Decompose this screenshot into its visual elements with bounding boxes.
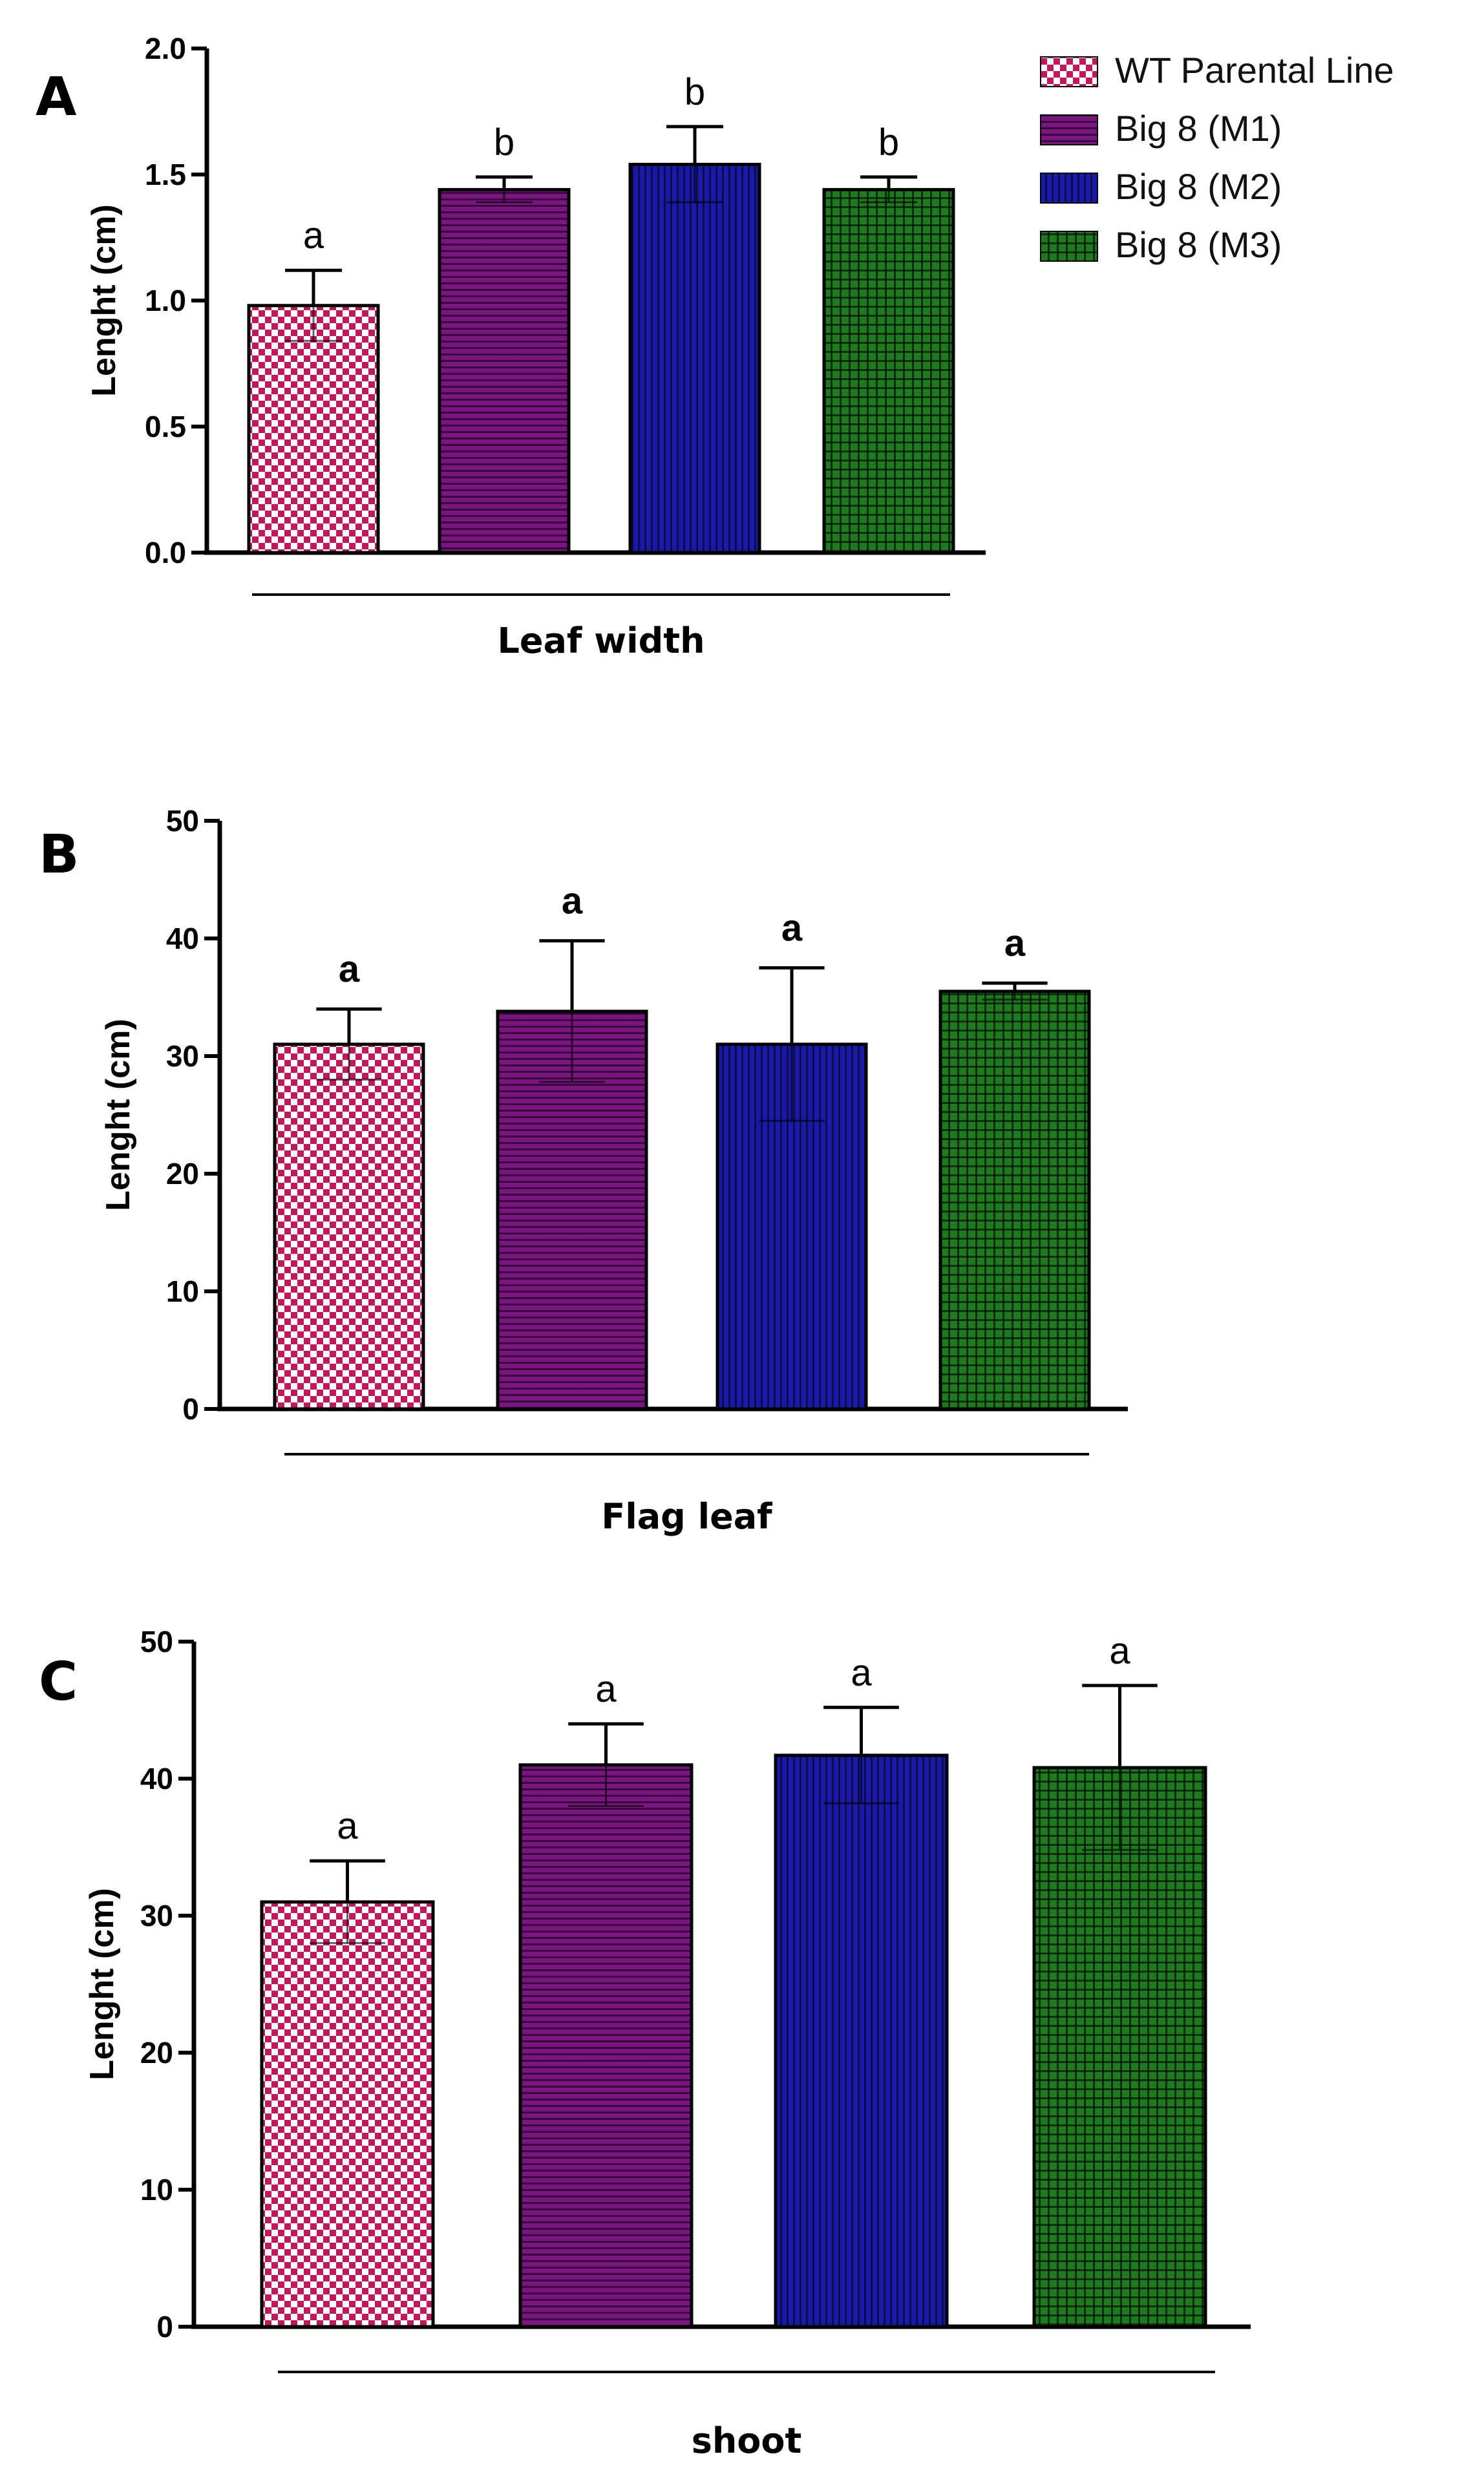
y-tick-label: 40 xyxy=(140,1762,173,1795)
bar-m3 xyxy=(822,187,955,555)
y-tick-label: 1.0 xyxy=(145,284,186,317)
panel-letter-c: C xyxy=(39,1651,78,1713)
panel-a: A 0.0 0.5 1.0 1.5 2.0 Lenght (cm) a b b b Leaf wid… xyxy=(36,32,986,661)
group-label: Leaf width xyxy=(497,620,705,661)
y-tick-label: 1.5 xyxy=(145,158,186,191)
y-tick-label: 0 xyxy=(182,1392,199,1426)
significance-letter: b xyxy=(878,122,899,164)
y-tick-label: 40 xyxy=(166,922,199,955)
bar-m1 xyxy=(518,1763,694,2329)
significance-letter: a xyxy=(339,948,360,990)
legend-label: Big 8 (M3) xyxy=(1115,224,1282,265)
legend: WT Parental Line Big 8 (M1) Big 8 (M2) Big … xyxy=(1040,50,1394,265)
y-tick-label: 2.0 xyxy=(145,32,186,65)
group-label: Flag leaf xyxy=(601,1496,772,1537)
y-tick-label: 50 xyxy=(140,1625,173,1658)
significance-letter: b xyxy=(494,122,514,164)
panel-letter-a: A xyxy=(36,67,77,128)
chart-a: 0.0 0.5 1.0 1.5 2.0 Lenght (cm) a b b b Leaf width xyxy=(85,32,986,661)
significance-letter: a xyxy=(303,215,324,257)
significance-letter: a xyxy=(1109,1630,1130,1672)
y-tick-label: 50 xyxy=(166,804,199,838)
group-label: shoot xyxy=(692,2420,802,2461)
y-axis-label: Lenght (cm) xyxy=(85,204,123,397)
bar-m1 xyxy=(438,187,571,555)
panel-c: C 0 10 20 30 40 50 Lenght (cm) a a a a shoot xyxy=(39,1625,1251,2461)
legend-label: Big 8 (M2) xyxy=(1115,166,1282,207)
significance-letter: a xyxy=(1004,922,1026,964)
legend-item: Big 8 (M3) xyxy=(1040,224,1282,265)
legend-swatch xyxy=(1040,231,1098,262)
chart-b: 0 10 20 30 40 50 Lenght (cm) a a a a Flag leaf xyxy=(100,804,1128,1537)
legend-label: WT Parental Line xyxy=(1115,50,1394,90)
bar-wt xyxy=(273,1042,425,1411)
significance-letter: b xyxy=(684,71,705,113)
y-tick-label: 20 xyxy=(166,1157,199,1191)
y-tick-label: 0.5 xyxy=(145,410,186,443)
bar-m2 xyxy=(628,162,761,555)
bar-wt xyxy=(247,304,380,555)
y-tick-label: 30 xyxy=(166,1039,199,1073)
significance-letter: a xyxy=(595,1668,617,1710)
y-tick-label: 0.0 xyxy=(145,536,186,569)
bar-m3 xyxy=(938,990,1091,1411)
legend-swatch xyxy=(1040,114,1098,145)
y-tick-label: 10 xyxy=(166,1275,199,1308)
legend-item: WT Parental Line xyxy=(1040,50,1394,90)
y-axis-label: Lenght (cm) xyxy=(100,1019,137,1211)
y-tick-label: 20 xyxy=(140,2036,173,2069)
bar-wt xyxy=(260,1900,435,2329)
significance-letter: a xyxy=(562,880,583,922)
bar-m2 xyxy=(774,1753,949,2329)
legend-swatch xyxy=(1040,173,1098,204)
legend-label: Big 8 (M1) xyxy=(1115,108,1282,149)
significance-letter: a xyxy=(337,1805,358,1847)
y-axis-label: Lenght (cm) xyxy=(83,1888,121,2080)
chart-c: 0 10 20 30 40 50 Lenght (cm) a a a a shoot xyxy=(83,1625,1251,2461)
y-tick-label: 30 xyxy=(140,1899,173,1932)
panel-b: B 0 10 20 30 40 50 Lenght (cm) a a a a Flag leaf xyxy=(39,804,1128,1537)
legend-item: Big 8 (M1) xyxy=(1040,108,1282,149)
y-tick-label: 10 xyxy=(140,2173,173,2207)
legend-swatch xyxy=(1040,56,1098,87)
legend-item: Big 8 (M2) xyxy=(1040,166,1282,207)
panel-letter-b: B xyxy=(39,824,80,885)
y-tick-label: 0 xyxy=(156,2310,173,2344)
bar-m3 xyxy=(1032,1766,1207,2329)
significance-letter: a xyxy=(781,907,803,949)
significance-letter: a xyxy=(851,1652,872,1694)
